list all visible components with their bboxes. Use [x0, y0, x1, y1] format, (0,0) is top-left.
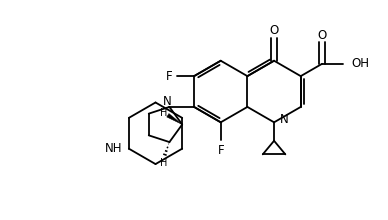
Text: OH: OH — [352, 57, 370, 70]
Text: H: H — [160, 108, 167, 118]
Text: F: F — [217, 143, 224, 157]
Text: O: O — [317, 29, 327, 42]
Text: F: F — [166, 70, 173, 83]
Text: O: O — [269, 24, 279, 37]
Text: N: N — [280, 113, 289, 126]
Text: H: H — [159, 158, 167, 168]
Text: NH: NH — [105, 142, 123, 155]
Text: N: N — [163, 95, 172, 108]
Polygon shape — [167, 114, 182, 125]
